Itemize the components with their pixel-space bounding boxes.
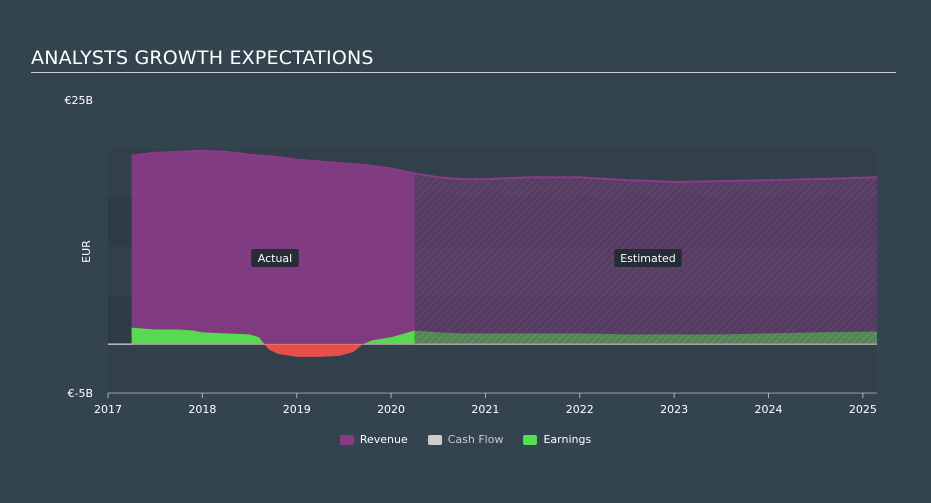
estimated-label: Estimated (614, 249, 682, 267)
chart-title: ANALYSTS GROWTH EXPECTATIONS (31, 47, 374, 69)
revenue-area-actual (131, 150, 415, 345)
x-tick-label: 2025 (849, 403, 877, 416)
x-tick-label: 2024 (754, 403, 782, 416)
y-tick-label-top: €25B (64, 94, 93, 107)
actual-label-text: Actual (258, 252, 292, 265)
earnings-area-negative (131, 344, 877, 357)
earnings-area-hatch (414, 330, 877, 345)
x-tick-label: 2020 (377, 403, 405, 416)
estimated-label-text: Estimated (620, 252, 676, 265)
legend-label-cash-flow: Cash Flow (447, 433, 504, 446)
legend-item-cash-flow[interactable]: Cash Flow (427, 433, 504, 446)
y-axis-label: EUR (80, 240, 93, 263)
legend-label-revenue: Revenue (359, 433, 408, 446)
x-tick-label: 2023 (660, 403, 688, 416)
legend-item-revenue[interactable]: Revenue (339, 433, 408, 446)
earnings-swatch (523, 434, 538, 445)
x-tick-label: 2019 (283, 403, 311, 416)
actual-label-bg (251, 249, 299, 267)
estimated-label-bg (614, 249, 682, 267)
labels-layer: Actual Estimated (251, 249, 682, 267)
revenue-swatch (339, 434, 354, 445)
series-layer (131, 149, 878, 357)
revenue-line (131, 149, 878, 184)
legend-item-earnings[interactable]: Earnings (523, 433, 591, 446)
x-tick-label: 2018 (188, 403, 216, 416)
x-tick-label: 2022 (566, 403, 594, 416)
cash-flow-swatch (427, 434, 442, 445)
x-tick-label: 2017 (94, 403, 122, 416)
title-divider (31, 72, 896, 73)
grid-band (108, 344, 877, 393)
x-tick-label: 2021 (471, 403, 499, 416)
actual-label: Actual (251, 249, 299, 267)
legend: Revenue Cash Flow Earnings (0, 433, 931, 446)
legend-label-earnings: Earnings (543, 433, 592, 446)
y-tick-label-bottom: €-5B (67, 387, 93, 400)
earnings-area-actual (131, 327, 415, 345)
